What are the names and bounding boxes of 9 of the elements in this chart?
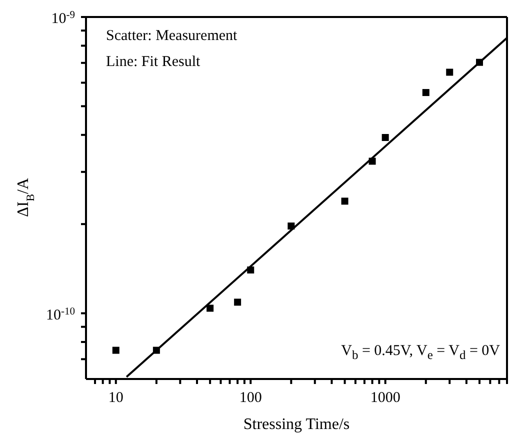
x-tick-label: 1000 — [370, 390, 400, 406]
annotation: V$_{b}$ = 0.45V, V$_{e}$ = V$_{d}$ = 0V — [341, 343, 500, 363]
x-tick-label: 100 — [239, 390, 262, 406]
x-tick-label: 10 — [108, 390, 124, 406]
annotation: Line: Fit Result — [106, 54, 200, 71]
y-tick-label: 10$^{-10}$ — [46, 306, 75, 324]
x-axis-title: Stressing Time/s — [243, 416, 350, 433]
annotation: Scatter: Measurement — [106, 28, 238, 45]
y-tick-label: 10$^{-9}$ — [51, 10, 75, 27]
